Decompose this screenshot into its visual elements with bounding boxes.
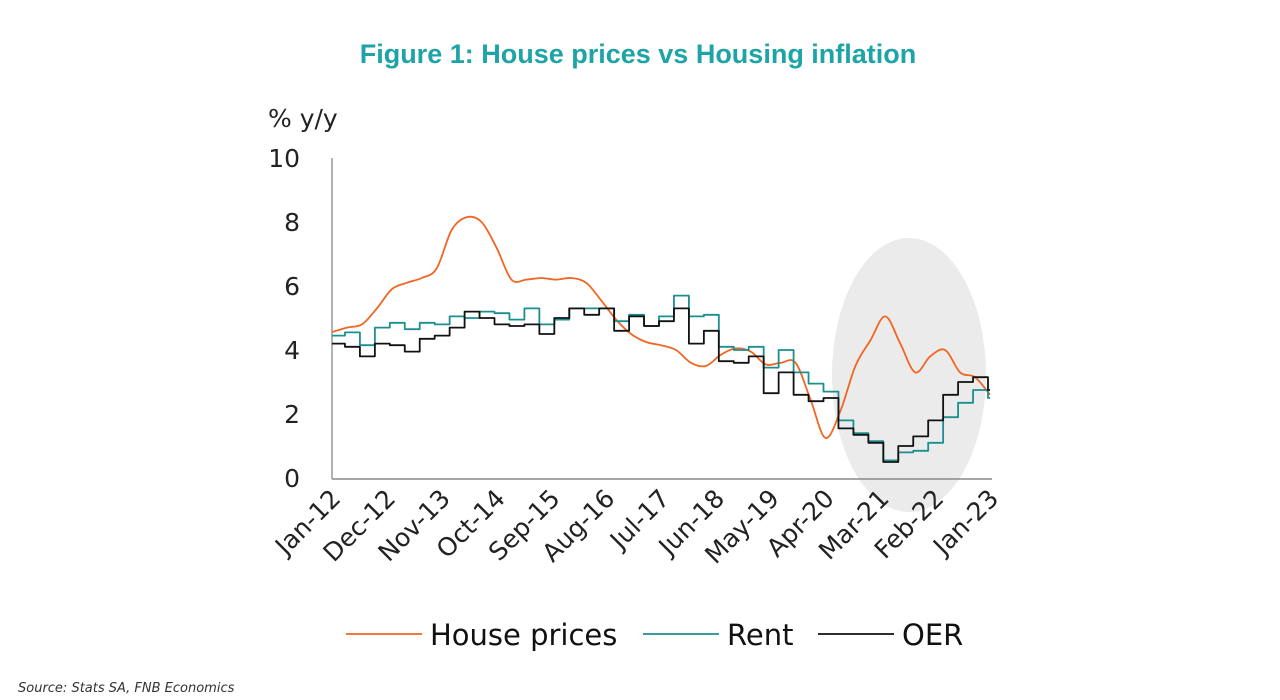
y-axis-label: % y/y [268,104,338,133]
legend: House prices Rent OER [346,618,963,652]
legend-label: OER [902,618,963,652]
y-tick-label: 6 [284,272,300,301]
series-line-house-prices [331,215,991,439]
y-tick-label: 4 [284,336,300,365]
series-line-oer [332,307,990,463]
y-tick-label: 0 [284,464,300,493]
legend-label: Rent [727,618,793,652]
legend-label: House prices [430,618,617,652]
y-tick-label: 10 [268,144,300,173]
y-tick-label: 2 [284,400,300,429]
source-note: Source: Stats SA, FNB Economics [18,681,235,696]
y-tick-label: 8 [284,208,300,237]
chart-title: Figure 1: House prices vs Housing inflat… [360,39,917,69]
